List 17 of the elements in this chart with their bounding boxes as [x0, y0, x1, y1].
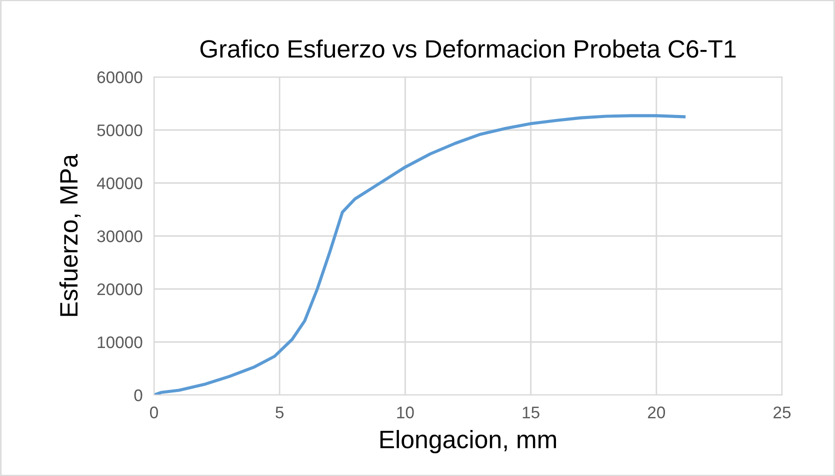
- x-tick-label: 20: [648, 406, 666, 418]
- line-series: [154, 114, 686, 395]
- chart-title: Grafico Esfuerzo vs Deformacion Probeta C6-T1: [200, 39, 736, 58]
- y-tick-label: 0: [134, 389, 142, 402]
- x-tick-label: 15: [522, 406, 540, 418]
- y-tick-label: 10000: [98, 336, 142, 348]
- x-tick-label: 0: [150, 406, 158, 418]
- y-tick-label: 60000: [97, 71, 142, 84]
- x-tick-label: 10: [397, 406, 414, 418]
- y-tick-label: 30000: [97, 230, 142, 242]
- x-tick-label: 5: [276, 406, 284, 418]
- y-tick-label: 20000: [97, 283, 142, 296]
- x-tick-label: 25: [774, 406, 791, 418]
- y-tick-label: 50000: [97, 124, 142, 136]
- y-axis-title: Esfuerzo, MPa: [59, 154, 81, 316]
- y-tick-label: 40000: [96, 177, 142, 190]
- x-axis-title: Elongacion, mm: [380, 430, 556, 454]
